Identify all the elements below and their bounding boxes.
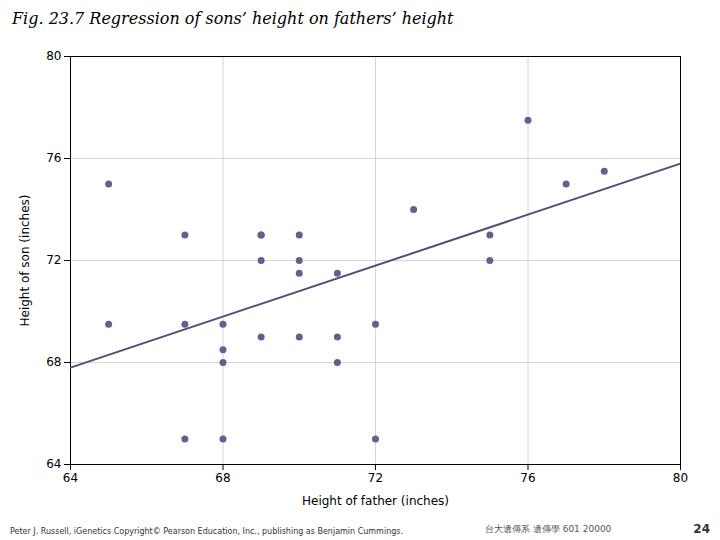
svg-text:72: 72 [368,471,383,485]
svg-text:76: 76 [520,471,535,485]
svg-text:64: 64 [46,457,61,471]
html-text:Fig. 23.7 Regression of sons’: Fig. 23.7 Regression of sons’ height on … [12,9,454,28]
svg-text:68: 68 [215,471,230,485]
html-text:24: 24 [693,522,710,536]
svg-text:Height of father (inches): Height of father (inches) [302,494,449,508]
html-text:台大遺傳系 遺傳學 601 20000: 台大遺傳系 遺傳學 601 20000 [484,524,612,534]
svg-text:76: 76 [46,151,61,165]
svg-text:Height of son (inches): Height of son (inches) [18,194,32,326]
svg-text:80: 80 [46,49,61,63]
svg-text:72: 72 [46,253,61,267]
svg-text:64: 64 [63,471,78,485]
svg-text:68: 68 [46,355,61,369]
svg-text:80: 80 [673,471,688,485]
html-text:Peter J. Russell, iGenetics Co: Peter J. Russell, iGenetics Copyright© P… [10,527,403,536]
